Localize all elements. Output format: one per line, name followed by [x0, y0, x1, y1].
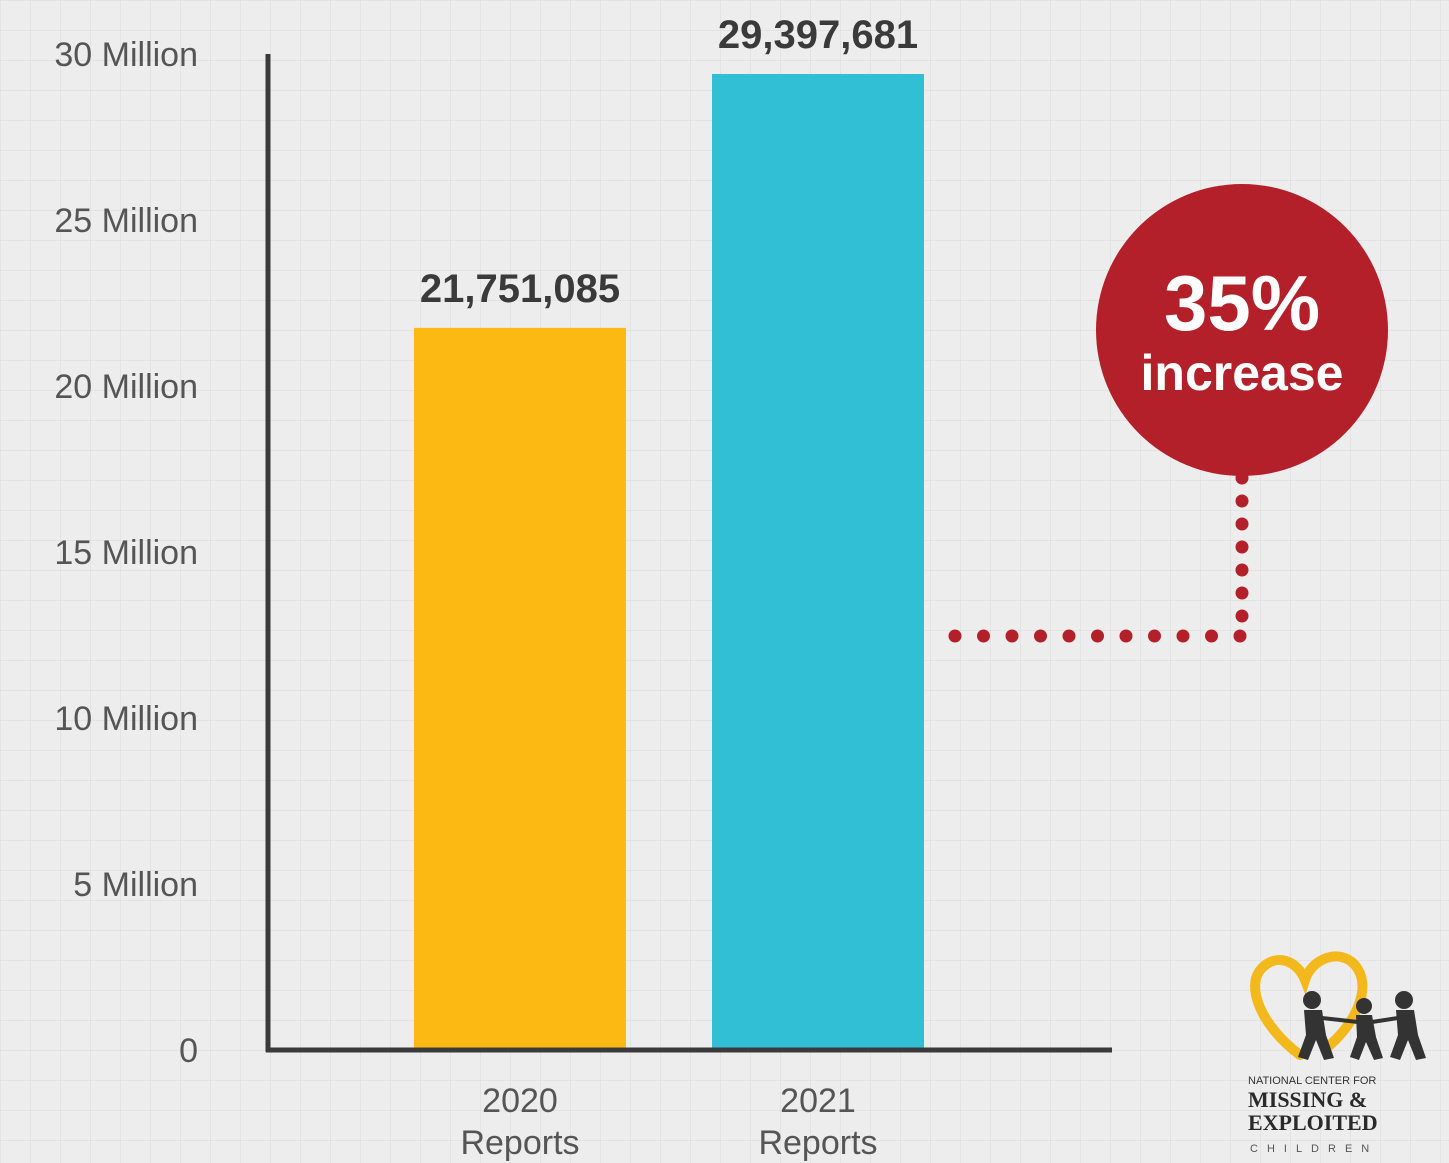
y-tick-label: 5 Million	[73, 866, 198, 904]
increase-annotation: 35% increase	[948, 184, 1388, 643]
logo-line-1: NATIONAL CENTER FOR	[1248, 1075, 1376, 1087]
x-category-label: 2020 Reports	[460, 1082, 579, 1162]
bar-value-label: 21,751,085	[420, 267, 620, 311]
y-axis-ticks: 0 5 Million 10 Million 15 Million 20 Million…	[54, 36, 198, 1070]
y-tick-label: 20 Million	[54, 368, 198, 406]
dotted-connector	[948, 471, 1249, 643]
bar	[414, 327, 626, 1050]
y-tick-label: 15 Million	[54, 534, 198, 572]
increase-badge	[1096, 184, 1388, 476]
y-tick-label: 10 Million	[54, 700, 198, 738]
increase-text: increase	[1141, 345, 1344, 401]
heart-icon	[1250, 951, 1368, 1060]
ncmec-logo: NATIONAL CENTER FOR MISSING & EXPLOITED …	[1248, 951, 1426, 1155]
x-category-label: 2021 Reports	[758, 1082, 877, 1162]
logo-line-2: MISSING &	[1248, 1087, 1367, 1112]
y-tick-label: 30 Million	[54, 36, 198, 74]
logo-line-4: CHILDREN	[1250, 1143, 1378, 1155]
y-tick-label: 0	[179, 1032, 198, 1070]
bar	[712, 73, 924, 1050]
y-tick-label: 25 Million	[54, 202, 198, 240]
bars: 21,751,085 29,397,681	[414, 13, 924, 1050]
logo-line-3: EXPLOITED	[1248, 1110, 1378, 1135]
increase-percent: 35%	[1164, 259, 1320, 347]
bar-value-label: 29,397,681	[718, 13, 918, 57]
children-figures-icon	[1298, 991, 1426, 1060]
axes	[265, 54, 1112, 1053]
x-axis-categories: 2020 Reports 2021 Reports	[460, 1082, 877, 1162]
